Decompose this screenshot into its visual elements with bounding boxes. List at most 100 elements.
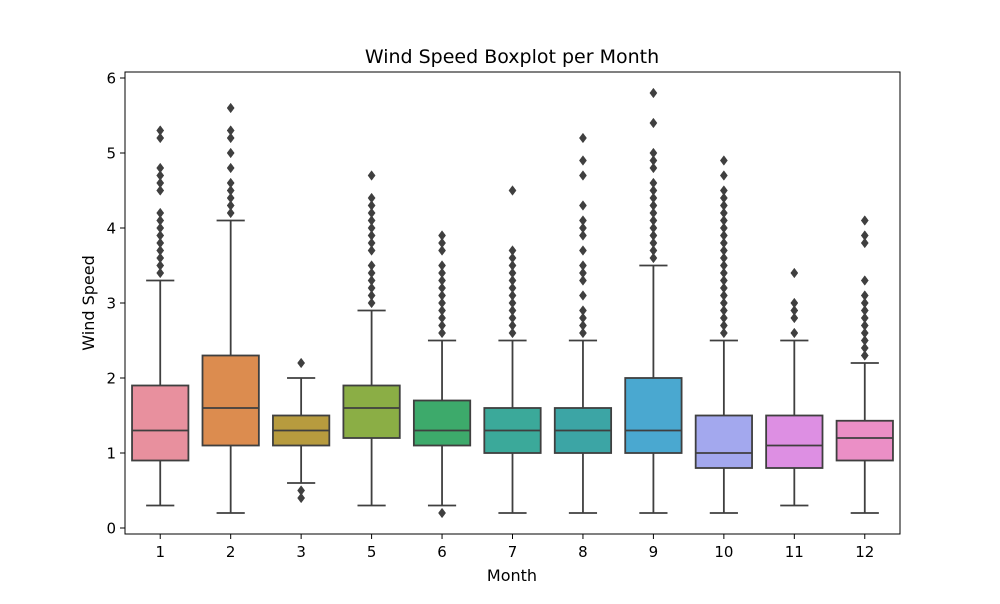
outlier-point (719, 297, 728, 309)
outlier-point (508, 327, 517, 339)
outlier-point (226, 200, 235, 211)
outlier-point (649, 245, 658, 256)
outlier-point (579, 327, 587, 339)
outlier-point (156, 185, 165, 196)
y-axis: 0 1 2 3 4 5 6 (106, 70, 125, 538)
outlier-point (719, 275, 728, 286)
chart-title: Wind Speed Boxplot per Month (365, 46, 659, 68)
outlier-point (508, 275, 517, 286)
outlier-point (508, 290, 517, 301)
outlier-point (860, 290, 869, 301)
outlier-point (156, 252, 165, 264)
x-tick-label: 2 (226, 543, 236, 561)
outlier-point (649, 155, 658, 166)
outlier-point (156, 125, 165, 136)
outlier-point (579, 312, 587, 324)
outlier-point (790, 327, 799, 339)
outlier-point (719, 237, 728, 249)
outlier-point (438, 267, 446, 279)
outlier-point (579, 275, 587, 286)
y-axis-label: Wind Speed (79, 255, 98, 350)
x-tick-label: 3 (296, 543, 306, 561)
outlier-point (649, 252, 658, 264)
outlier-point (438, 320, 446, 331)
box-group-month-9 (624, 87, 683, 514)
y-tick-label: 5 (106, 145, 116, 163)
outlier-point (156, 170, 165, 181)
outlier-point (508, 305, 517, 316)
outlier-point (719, 222, 728, 234)
box-group-month-7 (483, 185, 542, 514)
outlier-point (438, 230, 446, 241)
outlier-point (790, 267, 799, 279)
outlier-point (719, 215, 728, 226)
outlier-point (649, 237, 658, 249)
outlier-point (367, 170, 376, 181)
outlier-point (790, 297, 799, 309)
outlier-point (438, 507, 446, 519)
x-axis-label: Month (487, 566, 537, 585)
outlier-point (438, 290, 446, 301)
outlier-point (860, 350, 869, 361)
outlier-point (156, 237, 165, 249)
outlier-point (649, 230, 658, 241)
x-tick-label: 5 (367, 543, 377, 561)
outlier-point (367, 297, 376, 309)
outlier-point (438, 275, 446, 286)
box-iqr (835, 419, 894, 462)
outlier-point (649, 185, 658, 196)
outlier-point (860, 305, 869, 316)
box-iqr (412, 399, 472, 447)
outlier-point (156, 230, 165, 241)
outlier-point (226, 162, 235, 174)
outlier-point (649, 207, 658, 219)
box-group-month-10 (694, 155, 753, 514)
box-iqr (624, 377, 683, 454)
box-iqr (342, 384, 401, 439)
outlier-point (226, 207, 235, 219)
box-group-month-1 (131, 125, 190, 507)
outlier-point (860, 237, 869, 249)
outlier-point (860, 335, 869, 346)
outlier-point (508, 185, 517, 196)
outlier-point (719, 245, 728, 256)
outlier-point (367, 222, 376, 234)
x-tick-label: 11 (785, 543, 804, 561)
box-iqr (694, 414, 753, 469)
outlier-point (438, 245, 446, 256)
outlier-point (367, 267, 376, 279)
outlier-point (508, 297, 517, 309)
outlier-point (719, 305, 728, 316)
box-iqr (765, 414, 824, 469)
outlier-point (367, 237, 376, 249)
x-tick-label: 6 (437, 543, 447, 561)
outlier-point (297, 485, 306, 496)
outlier-point (719, 267, 728, 279)
outlier-point (649, 177, 658, 189)
outlier-point (156, 245, 165, 256)
outlier-point (860, 215, 869, 226)
y-tick-label: 0 (106, 520, 116, 538)
outlier-point (156, 177, 165, 189)
outlier-point (790, 312, 799, 324)
x-tick-label: 7 (508, 543, 518, 561)
outlier-point (438, 237, 446, 249)
outlier-point (719, 320, 728, 331)
outlier-point (860, 275, 869, 286)
outlier-point (367, 245, 376, 256)
outlier-point (579, 132, 587, 144)
outlier-point (579, 200, 587, 211)
x-axis: 1 2 3 5 6 7 8 9 10 11 12 (155, 534, 874, 561)
outlier-point (649, 192, 658, 204)
box-group-month-5 (342, 170, 401, 507)
outlier-point (579, 215, 587, 226)
box-iqr (201, 354, 260, 447)
outlier-point (226, 102, 235, 114)
outlier-point (156, 215, 165, 226)
outlier-point (226, 192, 235, 204)
outlier-point (367, 200, 376, 211)
outlier-point (438, 305, 446, 316)
box-group-month-2 (201, 102, 260, 514)
